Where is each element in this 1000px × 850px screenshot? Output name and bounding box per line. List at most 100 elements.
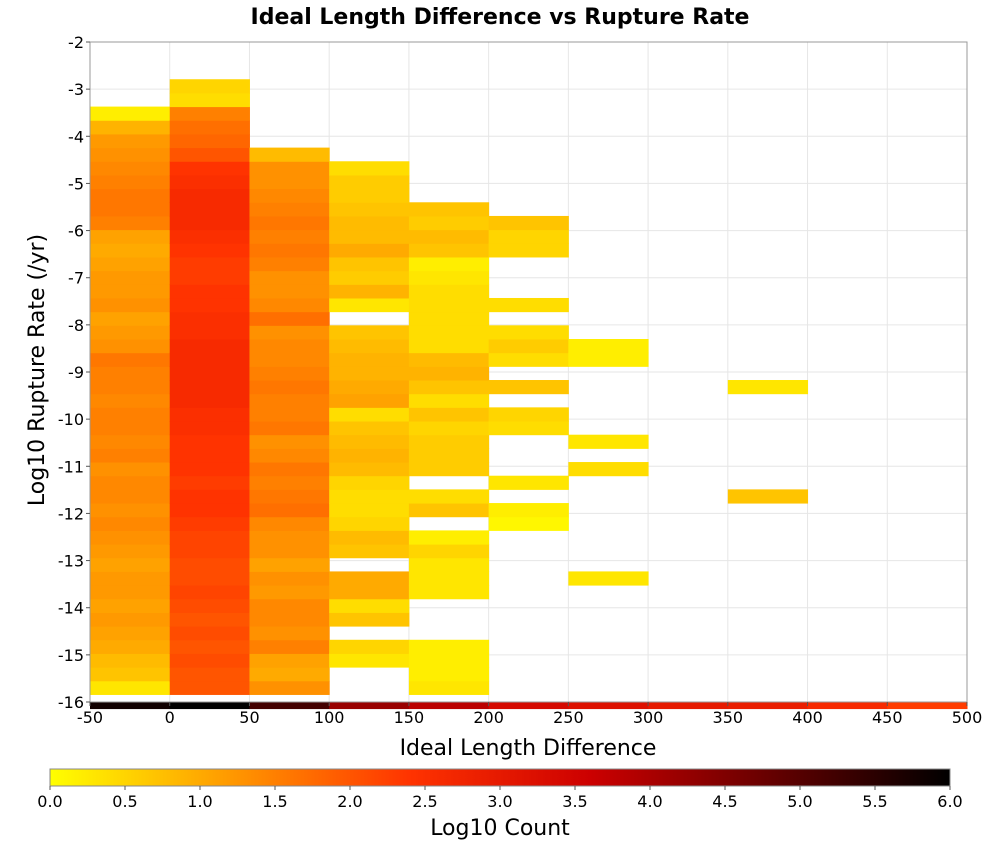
heatmap-cell — [90, 325, 171, 340]
heatmap-cell — [90, 680, 171, 695]
heatmap-cell — [249, 653, 330, 668]
heatmap-cell — [169, 544, 250, 559]
heatmap-cell — [329, 243, 410, 258]
colorbar-tick-label: 2.0 — [337, 792, 362, 811]
heatmap-cell — [169, 339, 250, 354]
heatmap-cell — [90, 489, 171, 504]
heatmap-cell — [169, 380, 250, 395]
heatmap-cell — [90, 626, 171, 641]
heatmap-cell — [169, 161, 250, 176]
heatmap-cell — [90, 202, 171, 217]
x-tick-label: 100 — [314, 708, 345, 727]
heatmap-cell — [408, 380, 490, 395]
heatmap-cell — [408, 366, 490, 381]
heatmap-cell — [249, 626, 330, 641]
y-tick-label: -14 — [58, 599, 84, 618]
heatmap-cell — [488, 380, 569, 395]
heatmap-cell — [807, 702, 888, 710]
heatmap-cell — [90, 448, 171, 463]
heatmap-cell — [329, 612, 410, 627]
heatmap-cell — [90, 598, 171, 613]
heatmap-cell — [329, 297, 410, 313]
heatmap-cell — [329, 475, 410, 490]
heatmap-cell — [169, 243, 250, 258]
heatmap-cell — [249, 475, 330, 490]
heatmap-cell — [329, 188, 410, 203]
heatmap-cell — [169, 571, 250, 586]
heatmap-cell — [90, 503, 171, 518]
heatmap-cell — [408, 434, 490, 449]
x-tick-label: 350 — [713, 708, 744, 727]
heatmap-cell — [408, 667, 490, 682]
heatmap-cell — [408, 352, 490, 367]
heatmap-cell — [568, 339, 649, 354]
heatmap-cell — [329, 598, 410, 613]
heatmap-cell — [90, 475, 171, 490]
heatmap-cell — [408, 585, 490, 600]
heatmap-cell — [169, 106, 250, 121]
heatmap-cell — [169, 462, 250, 477]
heatmap-cell — [169, 626, 250, 641]
heatmap-cell — [249, 489, 330, 504]
heatmap-cell — [568, 571, 649, 586]
heatmap-cell — [488, 407, 569, 422]
heatmap-cell — [90, 612, 171, 627]
heatmap-cell — [408, 503, 490, 518]
heatmap-cell — [329, 421, 410, 436]
colorbar-tick-label: 4.5 — [712, 792, 737, 811]
x-tick-label: 500 — [952, 708, 983, 727]
colorbar-tick-label: 1.0 — [187, 792, 212, 811]
heatmap-cell — [169, 475, 250, 490]
heatmap-cell — [488, 516, 569, 531]
heatmap-cell — [249, 448, 330, 463]
heatmap-cell — [329, 462, 410, 477]
heatmap-cell — [169, 120, 250, 135]
heatmap-cell — [329, 516, 410, 531]
heatmap-cell — [329, 202, 410, 217]
heatmap-cell — [329, 339, 410, 354]
y-tick-label: -4 — [68, 127, 84, 146]
y-tick-label: -11 — [58, 457, 84, 476]
y-axis-ticks: -2 -3 -4 -5 -6 -7 -8 -9 -10 -11 -12 -13 -14 -15 -16 — [58, 33, 90, 712]
heatmap-cell — [408, 284, 490, 299]
heatmap-cell — [568, 352, 649, 367]
x-tick-label: 300 — [633, 708, 664, 727]
heatmap-cell — [90, 284, 171, 299]
heatmap-cell — [169, 448, 250, 463]
heatmap-cell — [329, 229, 410, 244]
heatmap-cell — [568, 462, 649, 477]
x-tick-label: -50 — [77, 708, 103, 727]
heatmap-cell — [90, 380, 171, 395]
heatmap-cell — [329, 434, 410, 449]
heatmap-cell — [90, 530, 171, 545]
heatmap-cell — [90, 407, 171, 422]
heatmap-cell — [488, 243, 569, 258]
y-tick-label: -9 — [68, 363, 84, 382]
heatmap-cell — [249, 147, 330, 162]
heatmap-cell — [169, 133, 250, 149]
y-tick-label: -3 — [68, 80, 84, 99]
heatmap-cell — [169, 421, 250, 436]
heatmap-cell — [408, 339, 490, 354]
heatmap-cell — [90, 339, 171, 354]
y-tick-label: -10 — [58, 410, 84, 429]
heatmap-cell — [90, 702, 171, 710]
colorbar-tick-label: 3.5 — [562, 792, 587, 811]
heatmap-cell — [249, 557, 330, 572]
heatmap-cell — [169, 503, 250, 518]
heatmap-cell — [169, 653, 250, 668]
x-axis-label: Ideal Length Difference — [400, 736, 657, 761]
y-tick-label: -8 — [68, 316, 84, 335]
heatmap-cell — [249, 284, 330, 299]
heatmap-cell — [169, 393, 250, 408]
x-tick-label: 0 — [165, 708, 175, 727]
x-tick-label: 50 — [239, 708, 259, 727]
heatmap-cell — [408, 544, 490, 559]
colorbar-tick-label: 5.0 — [787, 792, 812, 811]
colorbar-ticks: 0.0 0.5 1.0 1.5 2.0 2.5 3.0 3.5 4.0 4.5 5.0 5.5 6.0 — [37, 786, 963, 811]
heatmap-cell — [169, 188, 250, 203]
heatmap-cell — [408, 530, 490, 545]
heatmap-cell — [249, 297, 330, 313]
heatmap-cell — [169, 557, 250, 572]
